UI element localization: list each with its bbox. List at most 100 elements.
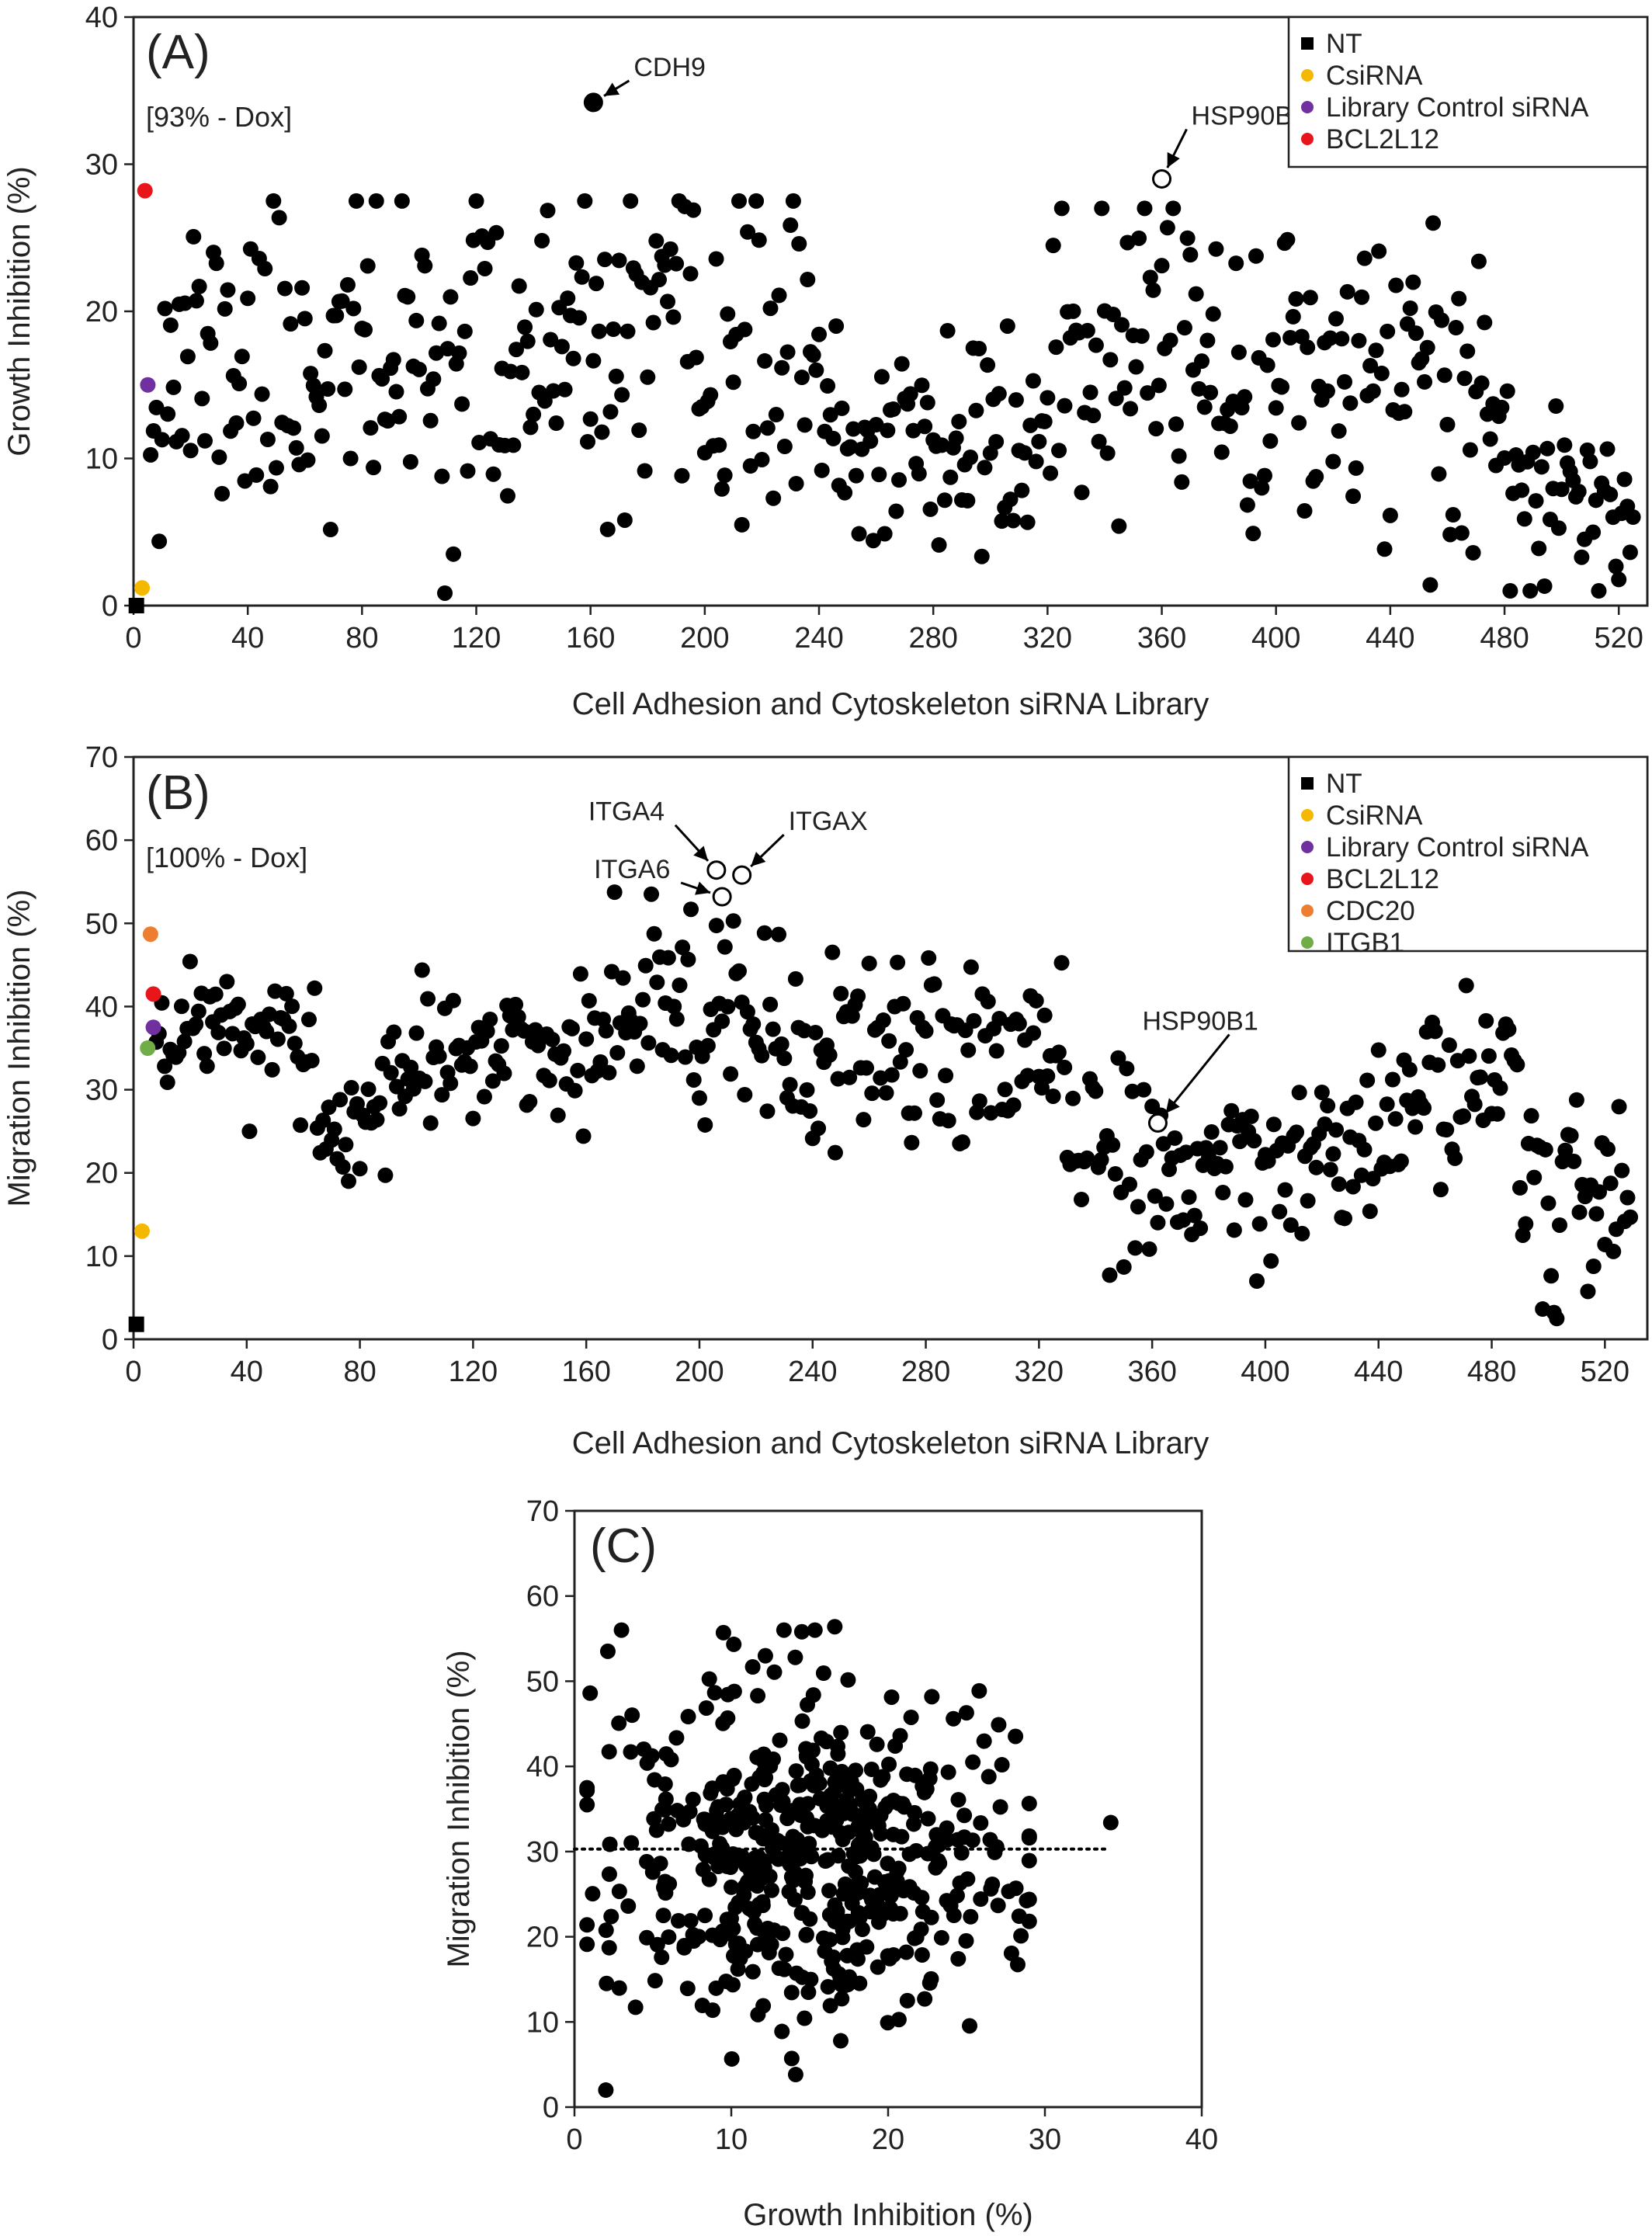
- data-point: [956, 1807, 973, 1824]
- data-point: [1248, 248, 1264, 264]
- data-point: [1405, 274, 1421, 290]
- data-point: [1432, 1182, 1449, 1198]
- data-point: [591, 323, 607, 339]
- legend-marker: [1301, 69, 1314, 82]
- data-point: [704, 1927, 720, 1943]
- data-point: [859, 1724, 876, 1740]
- data-point: [926, 976, 942, 992]
- panel-c-correlation: 0 10 20 30 40 0 10 20 30 40 50 60 70 (C) Growth Inhi…: [442, 1495, 1218, 2232]
- data-point: [1354, 289, 1370, 305]
- x-tick-label: 80: [345, 622, 378, 654]
- data-point: [1456, 1108, 1472, 1124]
- data-point: [1186, 1207, 1203, 1224]
- x-tick-label: 0: [125, 622, 141, 654]
- data-point: [1262, 433, 1279, 450]
- data-point: [434, 1087, 450, 1103]
- data-point: [776, 439, 793, 455]
- data-point: [881, 1033, 897, 1049]
- data-point: [1008, 1880, 1024, 1897]
- data-point: [351, 359, 367, 375]
- data-point: [875, 1769, 891, 1785]
- data-point: [1025, 373, 1041, 389]
- data-point: [782, 1077, 798, 1093]
- data-point: [706, 1685, 723, 1701]
- data-point: [831, 1966, 847, 1982]
- data-point: [1272, 1203, 1288, 1220]
- data-point: [697, 1846, 713, 1863]
- data-point: [476, 1088, 492, 1105]
- panel-label: (B): [146, 766, 210, 820]
- data-point: [1356, 250, 1373, 266]
- data-point: [869, 1959, 886, 1975]
- data-point: [988, 1043, 1005, 1059]
- data-point: [196, 1046, 213, 1062]
- data-point: [898, 1944, 914, 1960]
- data-point: [1362, 358, 1379, 374]
- data-point: [739, 1004, 755, 1020]
- data-point: [510, 1009, 526, 1025]
- data-point: [603, 1908, 620, 1925]
- data-point: [770, 1851, 786, 1867]
- data-point: [800, 1796, 816, 1812]
- data-point: [1116, 380, 1133, 396]
- data-point: [1203, 384, 1219, 401]
- data-point: [657, 257, 673, 273]
- annotation-arrowhead: [751, 852, 766, 867]
- data-point: [1325, 453, 1341, 470]
- data-point: [1370, 1042, 1386, 1058]
- data-point: [1514, 482, 1530, 498]
- data-point: [783, 2050, 800, 2067]
- data-point: [1453, 525, 1470, 541]
- annotation-arrowhead: [1165, 1098, 1180, 1113]
- x-tick-label: 320: [1023, 622, 1072, 654]
- data-point: [1516, 511, 1532, 527]
- data-point: [864, 1085, 880, 1102]
- data-point: [801, 1835, 817, 1852]
- data-point: [297, 311, 313, 327]
- data-point: [620, 1898, 637, 1915]
- data-point: [822, 1998, 838, 2014]
- data-point: [609, 1045, 626, 1061]
- data-point: [1580, 1283, 1596, 1300]
- panel-a-growth-inhibition: 0 40 80 120 160 200 240 280 320 360 400 440 480 520 0 1…: [2, 2, 1649, 721]
- data-point: [866, 1869, 883, 1885]
- x-tick-label: 40: [231, 622, 264, 654]
- data-point: [1539, 440, 1556, 457]
- data-point: [601, 1939, 617, 1956]
- data-point: [666, 998, 682, 1015]
- data-point: [1036, 1007, 1053, 1023]
- data-point: [727, 1899, 744, 1915]
- data-point: [1249, 1273, 1265, 1289]
- data-point: [230, 996, 246, 1012]
- data-point: [715, 1774, 731, 1790]
- legend-label: BCL2L12: [1326, 864, 1439, 894]
- data-point: [871, 467, 887, 483]
- data-point: [762, 300, 779, 317]
- data-point: [1289, 1124, 1305, 1141]
- data-point: [1368, 342, 1384, 359]
- data-point: [300, 1012, 317, 1028]
- data-point: [906, 1816, 922, 1832]
- data-point: [216, 1040, 232, 1057]
- data-point: [581, 992, 597, 1009]
- data-point: [661, 1816, 677, 1832]
- y-axis-title: Migration Inhibition (%): [442, 1650, 476, 1967]
- data-point: [293, 1117, 309, 1134]
- data-point: [1263, 1253, 1279, 1269]
- data-point: [988, 433, 1005, 450]
- outlier-point: [793, 1623, 810, 1640]
- x-tick-label: 0: [125, 1356, 141, 1388]
- data-point: [262, 478, 279, 495]
- data-point: [755, 1998, 772, 2014]
- data-point: [1439, 416, 1456, 432]
- data-point: [891, 472, 908, 488]
- data-point: [442, 289, 459, 305]
- data-point: [286, 420, 302, 436]
- data-point: [188, 1016, 204, 1033]
- data-point: [1351, 332, 1367, 349]
- data-point: [873, 369, 890, 385]
- x-tick-label: 280: [901, 1356, 950, 1388]
- data-point: [748, 193, 765, 209]
- data-point: [756, 1754, 772, 1770]
- outlier-point: [1102, 1814, 1119, 1831]
